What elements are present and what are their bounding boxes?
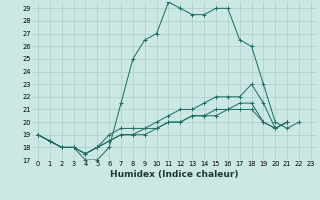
X-axis label: Humidex (Indice chaleur): Humidex (Indice chaleur) — [110, 170, 239, 179]
